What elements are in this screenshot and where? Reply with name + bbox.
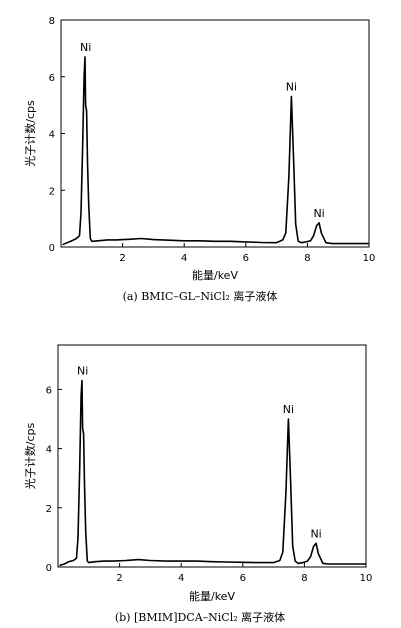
y-tick-label: 6 — [46, 385, 52, 396]
chart-panel-b: 2 4 6 8 10 0 2 4 6 Ni Ni Ni 能量/keV 光子计数/cps (b) [BMIM]… — [23, 344, 373, 624]
peak-label: Ni — [283, 403, 294, 416]
x-tick-label: 10 — [360, 573, 373, 584]
x-tick-label: 10 — [363, 253, 376, 264]
chart-panel-a: 2 4 6 8 10 0 2 4 6 8 Ni Ni Ni 能量/keV 光子计数/cps (a) BMIC–… — [23, 16, 375, 303]
plot-frame — [57, 344, 367, 568]
x-tick-label: 6 — [243, 253, 249, 264]
y-tick-label: 2 — [46, 504, 52, 515]
x-tick-label: 6 — [240, 573, 246, 584]
y-tick-label: 4 — [49, 130, 55, 141]
spectrum-line — [62, 56, 369, 246]
x-tick-label: 2 — [116, 573, 122, 584]
y-tick-label: 0 — [49, 243, 55, 254]
y-tick-label: 4 — [46, 445, 52, 456]
x-tick-label: 8 — [301, 573, 307, 584]
y-axis-label: 光子计数/cps — [23, 422, 37, 489]
y-tick-label: 8 — [49, 16, 55, 27]
figure-caption: (b) [BMIM]DCA–NiCl₂ 离子液体 — [115, 610, 285, 624]
x-tick-label: 8 — [304, 253, 310, 264]
peak-label: Ni — [80, 41, 91, 54]
spectrum-line — [59, 379, 366, 567]
figure-caption: (a) BMIC–GL–NiCl₂ 离子液体 — [123, 289, 278, 303]
y-tick-label: 2 — [49, 186, 55, 197]
x-tick-label: 2 — [119, 253, 125, 264]
y-axis-label: 光子计数/cps — [23, 100, 37, 167]
x-axis-label: 能量/keV — [189, 589, 235, 603]
x-tick-label: 4 — [178, 573, 184, 584]
peak-label: Ni — [310, 527, 321, 540]
x-tick-label: 4 — [181, 253, 187, 264]
y-tick-label: 0 — [46, 563, 52, 574]
peak-label: Ni — [286, 81, 297, 94]
x-axis-label: 能量/keV — [192, 268, 238, 282]
y-tick-label: 6 — [49, 73, 55, 84]
peak-label: Ni — [77, 365, 88, 378]
peak-label: Ni — [313, 207, 324, 220]
